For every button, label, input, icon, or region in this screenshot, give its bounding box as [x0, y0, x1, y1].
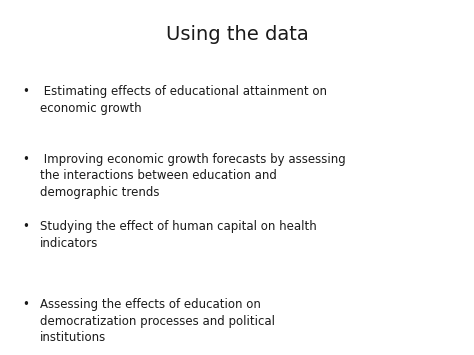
Text: •: •	[23, 153, 29, 166]
Text: Improving economic growth forecasts by assessing
the interactions between educat: Improving economic growth forecasts by a…	[40, 153, 346, 199]
Text: Assessing the effects of education on
democratization processes and political
in: Assessing the effects of education on de…	[40, 298, 275, 344]
Text: Using the data: Using the data	[165, 25, 309, 44]
Text: •: •	[23, 220, 29, 233]
Text: •: •	[23, 298, 29, 311]
Text: •: •	[23, 85, 29, 98]
Text: Studying the effect of human capital on health
indicators: Studying the effect of human capital on …	[40, 220, 317, 250]
Text: Estimating effects of educational attainment on
economic growth: Estimating effects of educational attain…	[40, 85, 327, 115]
